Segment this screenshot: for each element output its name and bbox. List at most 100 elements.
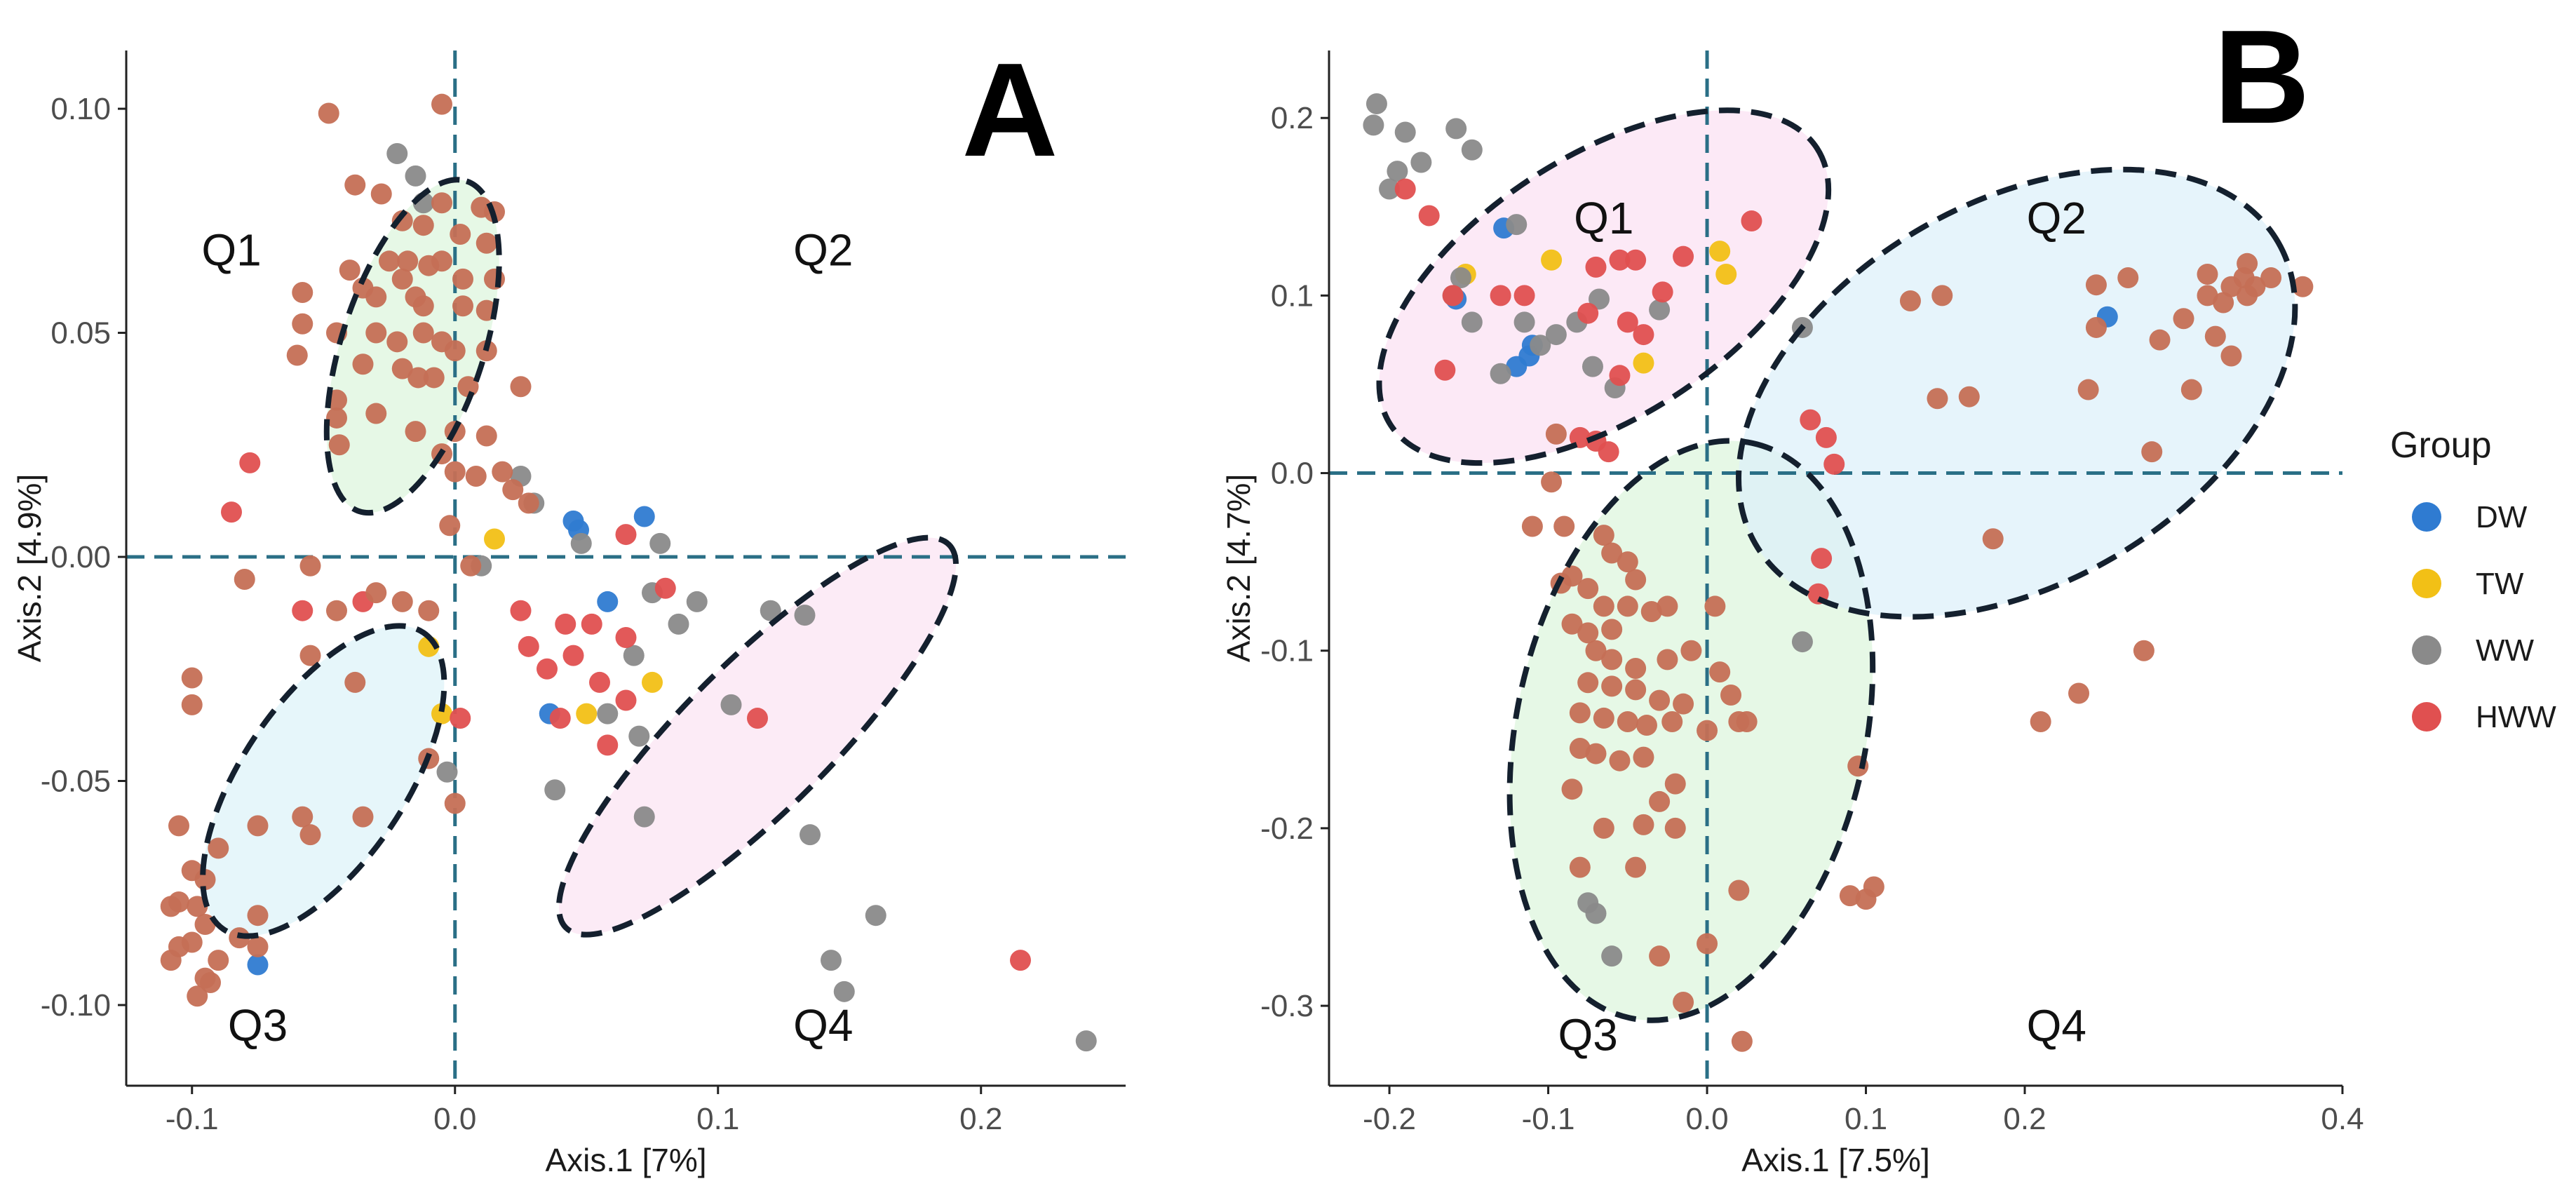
panel-b-point-hww-brown <box>2085 316 2107 338</box>
panel-a-point-dw <box>247 954 269 976</box>
panel-b-point-hww-brown <box>2260 267 2282 289</box>
panel-a-point-hww-brown <box>452 295 473 317</box>
panel-a-point-hww-brown <box>391 358 413 379</box>
panel-a-y-tick-label: 0.00 <box>50 540 111 574</box>
panel-a-point-hww <box>221 501 242 523</box>
panel-a-point-hww-brown <box>405 421 426 443</box>
panel-b-point-tw <box>1541 249 1563 271</box>
panel-b-y-tick-label: -0.1 <box>1260 634 1314 668</box>
panel-a-point-hww-brown <box>299 555 321 577</box>
panel-b-point-hww-brown <box>1569 702 1591 724</box>
panel-b-quadrant-label-q2: Q2 <box>2027 193 2086 243</box>
panel-b-point-hww-brown <box>1958 386 1980 407</box>
panel-a-point-hww-brown <box>379 250 400 272</box>
panel-b-series-hww <box>1394 178 1845 605</box>
panel-b-point-hww <box>1434 359 1456 381</box>
panel-a-point-hww <box>581 613 602 635</box>
panel-b-x-tick-label: 0.0 <box>1685 1102 1728 1136</box>
panel-a-point-hww-brown <box>444 340 466 362</box>
panel-b-point-hww-brown <box>1680 640 1702 661</box>
panel-a-point-ww <box>386 142 408 164</box>
panel-b-point-hww-brown <box>1664 773 1686 795</box>
panel-a-point-hww-brown <box>452 268 473 290</box>
panel-b-point-hww-brown <box>2030 710 2051 732</box>
panel-b-point-ww <box>1379 178 1401 200</box>
panel-b-quadrant-label-q1: Q1 <box>1574 193 1633 243</box>
panel-a-point-hww-brown <box>181 667 203 689</box>
legend-label-tw: TW <box>2476 567 2524 601</box>
panel-b-point-hww-brown <box>1553 515 1575 537</box>
panel-a-point-hww <box>615 627 637 649</box>
panel-a-point-hww <box>597 734 619 756</box>
panel-b-point-hww-brown <box>1697 720 1718 741</box>
panel-b-point-hww-brown <box>1545 423 1567 445</box>
panel-a-point-hww-brown <box>418 600 440 621</box>
panel-a-point-hww-brown <box>391 268 413 290</box>
panel-b-point-ww <box>1365 93 1387 114</box>
panel-b-point-hww <box>1625 249 1647 271</box>
panel-b-point-hww-brown <box>1636 715 1657 736</box>
panel-a-point-hww-brown <box>476 232 497 254</box>
panel-a-point-hww-brown <box>412 322 434 344</box>
panel-a-point-hww-brown <box>200 972 221 994</box>
panel-b-quadrant-label-q4: Q4 <box>2027 1001 2086 1051</box>
panel-a-point-ww <box>405 165 426 187</box>
panel-a-point-ww <box>821 950 842 971</box>
panel-a-point-hww-brown <box>292 282 313 304</box>
panel-a-quadrant-label-q3: Q3 <box>228 1000 288 1051</box>
panel-b-x-tick-label: -0.2 <box>1363 1102 1416 1136</box>
panel-a-point-ww <box>686 591 708 612</box>
panel-b-y-tick-label: -0.3 <box>1260 989 1314 1023</box>
panel-b-point-hww-brown <box>1625 679 1647 701</box>
panel-b-point-hww-brown <box>2077 379 2099 400</box>
legend-marker-ww <box>2412 635 2441 665</box>
panel-a-point-hww <box>537 658 558 680</box>
panel-b-point-hww-brown <box>2237 285 2258 306</box>
panel-b-ellipse-fill-2 <box>1509 440 1873 1020</box>
panel-a-point-hww <box>615 524 637 546</box>
panel-a-point-hww-brown <box>431 93 452 115</box>
panel-a-point-hww-brown <box>187 985 208 1007</box>
panel-b-point-dw <box>1506 356 1528 377</box>
panel-b-point-ww <box>1601 945 1623 967</box>
panel-b-point-hww-brown <box>1633 814 1654 835</box>
panel-a-point-hww-brown <box>365 403 387 424</box>
panel-b-point-hww-brown <box>1601 542 1623 564</box>
panel-b-point-tw <box>1633 352 1654 374</box>
panel-a-point-hww <box>562 645 584 666</box>
panel-a-point-hww-brown <box>344 174 366 196</box>
panel-a-letter: A <box>962 36 1058 184</box>
panel-b-point-hww-brown <box>1673 693 1694 715</box>
panel-a-point-hww-brown <box>365 286 387 308</box>
panel-a-point-ww <box>570 532 592 554</box>
panel-b-ellipse-outline-3 <box>1736 166 2298 620</box>
panel-a-point-hww <box>589 671 610 693</box>
panel-b-point-hww-brown <box>1521 515 1543 537</box>
panel-a-point-hww-brown <box>492 461 513 483</box>
panel-b-point-hww-brown <box>2133 640 2154 661</box>
panel-a-point-dw <box>597 591 619 612</box>
panel-a-ellipse-outline-3 <box>555 534 959 938</box>
panel-a-point-hww-brown <box>457 376 479 398</box>
panel-b-ellipse-outline-2 <box>1506 438 1876 1023</box>
panel-b-point-hww-brown <box>1720 685 1742 706</box>
panel-a-point-hww-brown <box>234 568 255 590</box>
panel-a-point-hww-brown <box>510 376 532 398</box>
panel-b-point-hww-brown <box>1625 658 1647 680</box>
panel-b-point-hww-brown <box>1593 595 1614 617</box>
panel-b-point-hww-brown <box>1728 880 1750 901</box>
panel-a-point-ww <box>628 725 650 747</box>
panel-b-point-hww-brown <box>1601 619 1623 640</box>
panel-b-point-hww-brown <box>1601 649 1623 671</box>
panel-b-point-hww-brown <box>2213 292 2234 314</box>
panel-b-point-hww-brown <box>1640 601 1662 623</box>
panel-b-point-hww <box>1609 249 1631 271</box>
panel-a-point-hww-brown <box>412 295 434 317</box>
panel-b-point-ww <box>1490 363 1511 384</box>
panel-a-y-tick-label: 0.05 <box>50 316 111 351</box>
panel-a-point-hww-brown <box>444 461 466 483</box>
panel-b-point-hww <box>1585 256 1607 278</box>
panel-a-y-axis-title: Axis.2 [4.9%] <box>11 474 48 662</box>
legend-marker-tw <box>2412 569 2441 598</box>
panel-b-x-tick-label: 0.1 <box>1845 1102 1887 1136</box>
